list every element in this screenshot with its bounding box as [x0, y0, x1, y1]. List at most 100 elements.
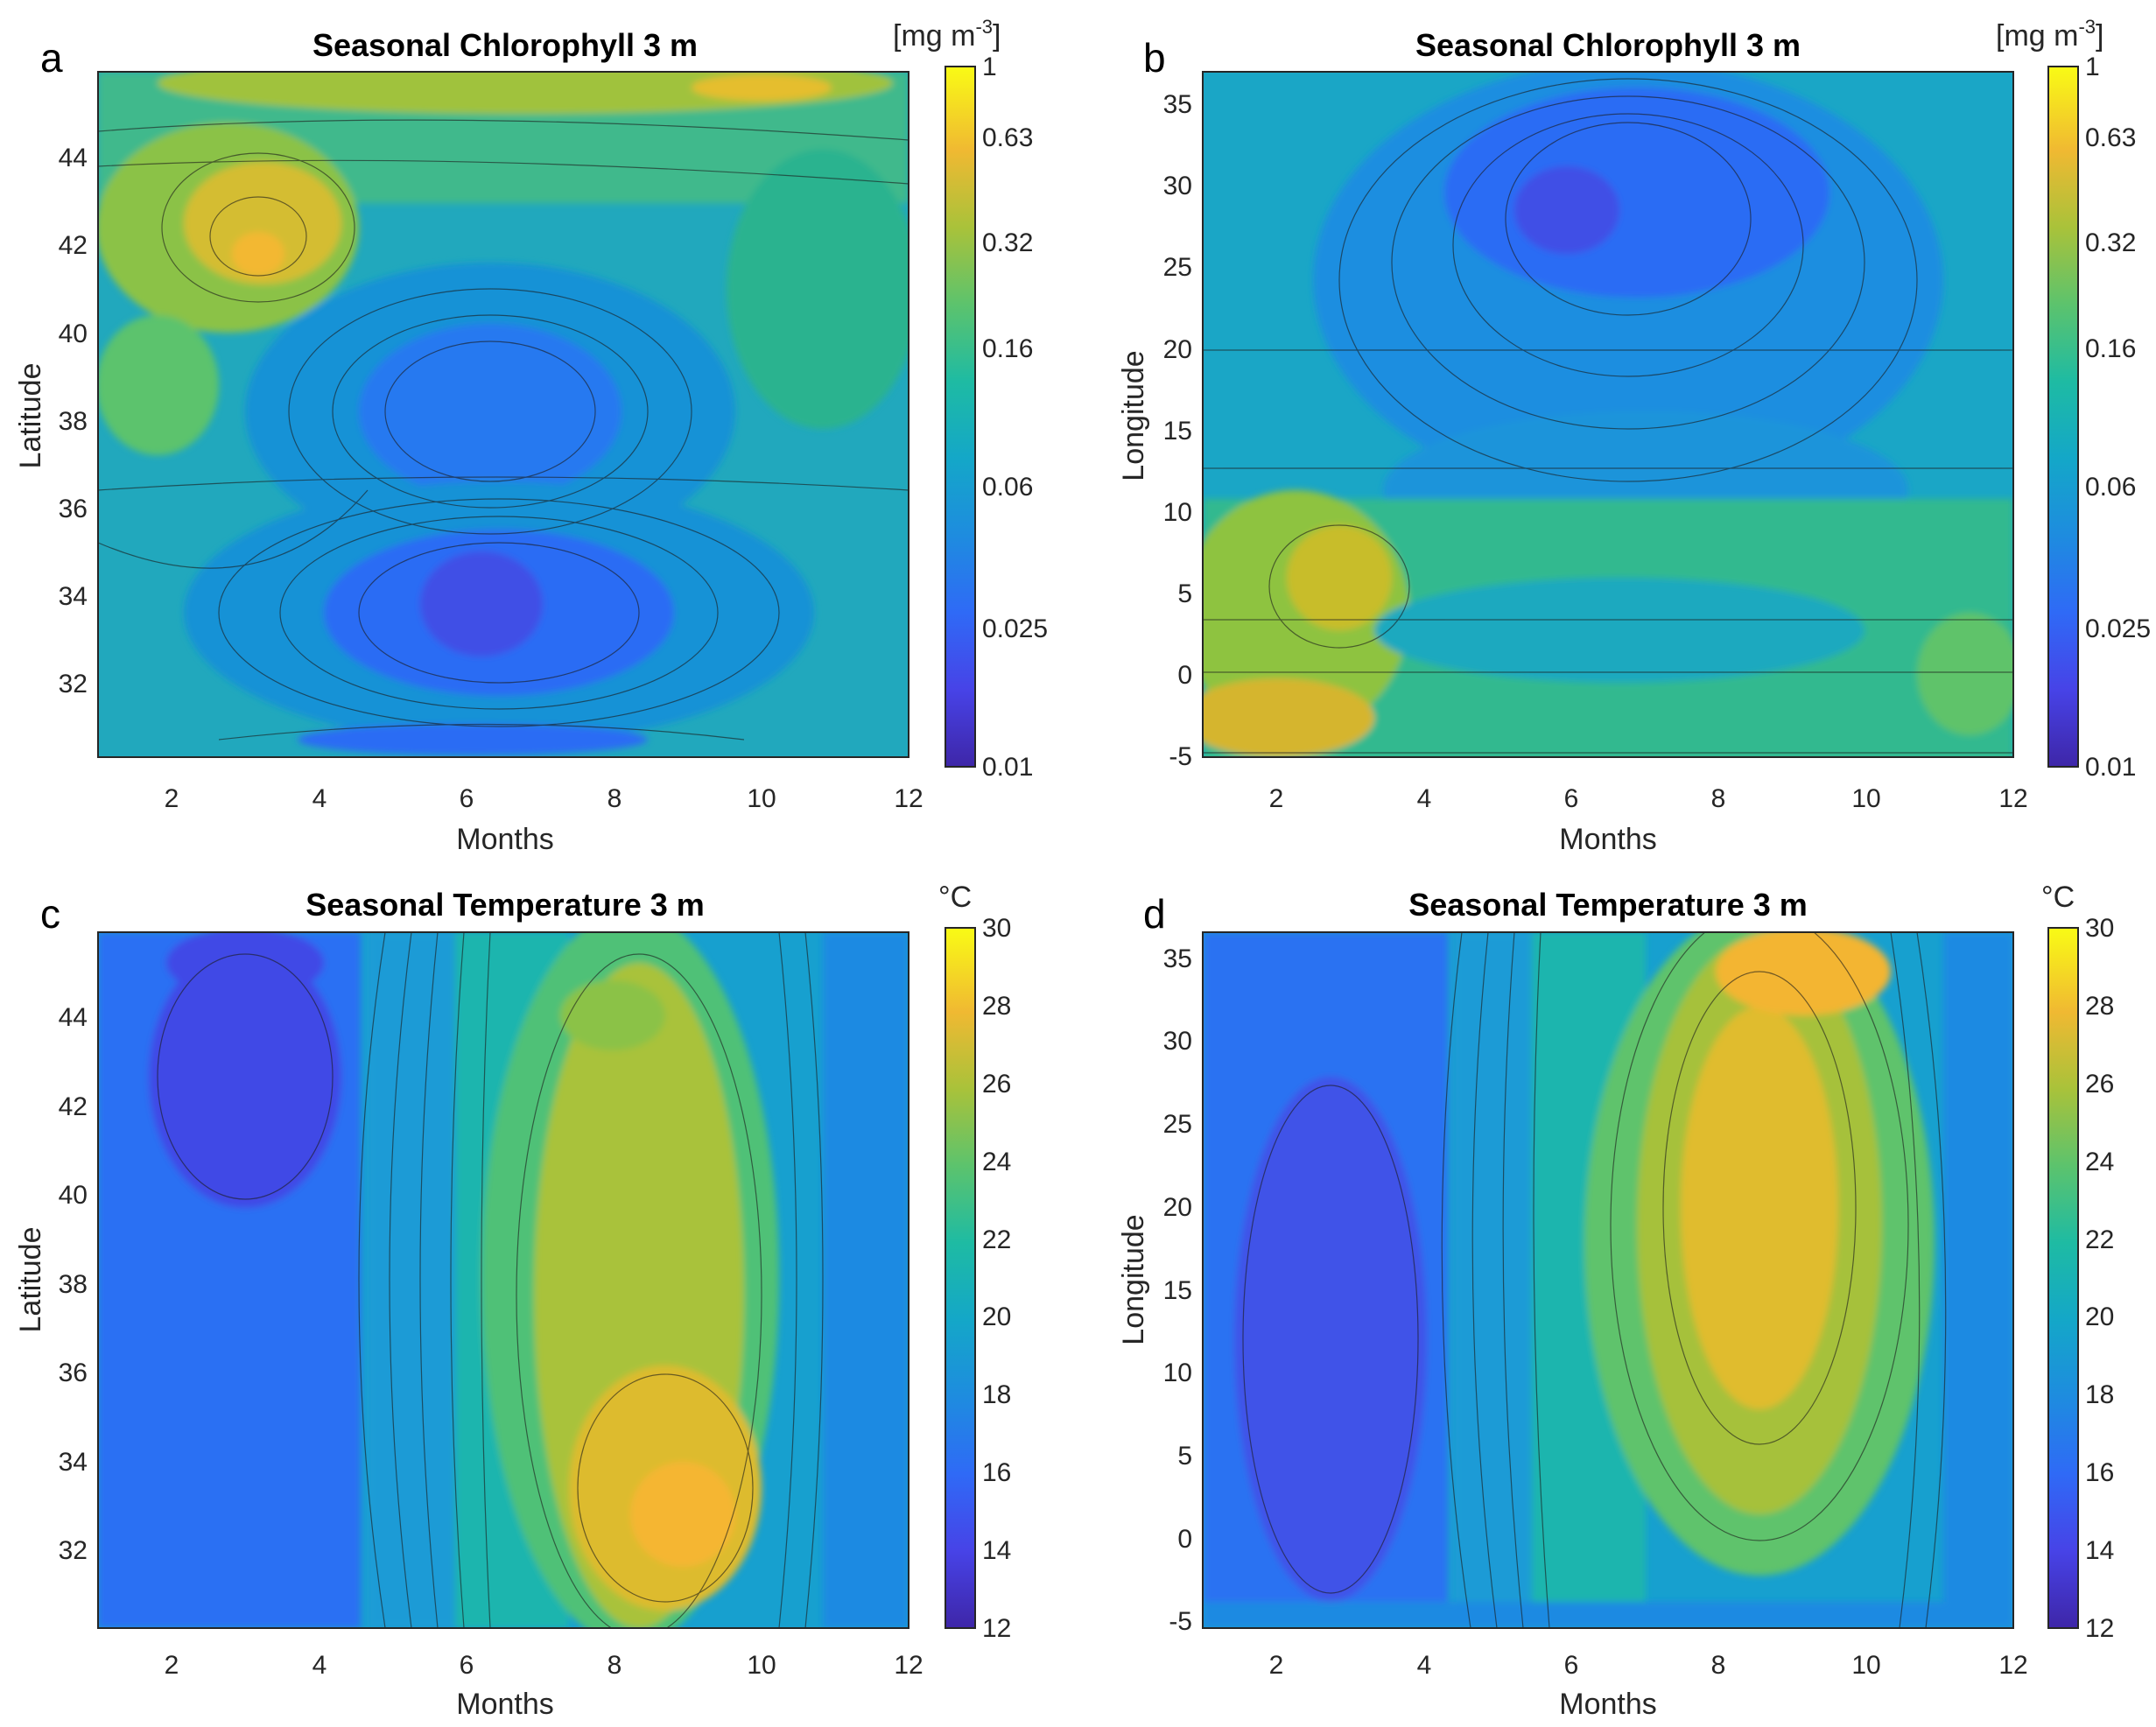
x-tick-b-2: 2 — [1269, 784, 1284, 813]
heatmap-c — [98, 932, 909, 1628]
panel-letter-c: c — [40, 891, 60, 937]
x-tick-a-6: 6 — [460, 784, 474, 813]
panel-letter-a: a — [40, 35, 63, 81]
heatmap-b-min — [1514, 166, 1619, 254]
y-axis-label-d: Longitude — [1117, 1214, 1150, 1344]
x-tick-c-2: 2 — [165, 1651, 179, 1680]
y-tick-b-m5: -5 — [1169, 742, 1192, 771]
cb-tick-b-001: 0.01 — [2085, 753, 2136, 782]
cb-tick-c-14: 14 — [982, 1536, 1011, 1565]
cb-tick-b-0025: 0.025 — [2085, 614, 2151, 643]
y-tick-c-34: 34 — [59, 1448, 88, 1477]
panel-d: d Seasonal Temperature 3 m — [1117, 881, 2114, 1721]
x-axis-label-a: Months — [456, 823, 554, 856]
heatmap-b-bloom-south — [1203, 678, 1374, 757]
cb-tick-c-26: 26 — [982, 1070, 1011, 1099]
cb-tick-a-001: 0.01 — [982, 753, 1033, 782]
colorbar-ticks-d: 30 28 26 24 22 20 18 16 14 12 — [2085, 914, 2114, 1643]
y-tick-c-42: 42 — [59, 1092, 88, 1121]
heatmap-d-max — [1716, 932, 1891, 1015]
x-ticks-d: 2 4 6 8 10 12 — [1269, 1651, 2028, 1680]
x-tick-a-4: 4 — [313, 784, 327, 813]
cb-tick-b-032: 0.32 — [2085, 228, 2136, 257]
x-tick-d-4: 4 — [1417, 1651, 1432, 1680]
cb-tick-d-20: 20 — [2085, 1302, 2114, 1331]
cb-tick-d-22: 22 — [2085, 1225, 2114, 1254]
contours-c — [157, 932, 824, 1628]
cb-tick-b-016: 0.16 — [2085, 334, 2136, 363]
colorbar-unit-c: °C — [938, 881, 972, 914]
heatmap-c-north-summer — [560, 980, 665, 1050]
colorbar-ticks-a: 1 0.63 0.32 0.16 0.06 0.025 0.01 — [982, 53, 1048, 782]
cb-tick-c-30: 30 — [982, 914, 1011, 943]
cb-tick-a-032: 0.32 — [982, 228, 1033, 257]
heatmap-a-low-north-core — [359, 324, 622, 499]
y-tick-b-0: 0 — [1177, 661, 1192, 690]
y-axis-label-b: Longitude — [1117, 350, 1150, 481]
y-tick-d-25: 25 — [1163, 1110, 1192, 1139]
heatmap-a-west-green — [98, 315, 219, 455]
x-tick-d-12: 12 — [1998, 1651, 2027, 1680]
heatmap-c-late-winter — [823, 932, 909, 1628]
y-tick-a-40: 40 — [59, 319, 88, 348]
y-tick-d-m5: -5 — [1169, 1607, 1192, 1636]
y-tick-d-35: 35 — [1163, 944, 1192, 973]
y-tick-d-0: 0 — [1177, 1525, 1192, 1554]
cb-tick-b-1: 1 — [2085, 53, 2100, 81]
y-tick-a-42: 42 — [59, 231, 88, 260]
panel-b: b Seasonal Chlorophyll 3 m — [1117, 16, 2151, 856]
heatmap-a-east-green — [727, 149, 909, 429]
panel-title-a: Seasonal Chlorophyll 3 m — [313, 27, 698, 63]
heatmap-b-low-core — [1444, 88, 1829, 298]
cb-tick-c-12: 12 — [982, 1614, 1011, 1643]
heatmap-a-min — [420, 551, 543, 656]
colorbar-ticks-b: 1 0.63 0.32 0.16 0.06 0.025 0.01 — [2085, 53, 2151, 782]
x-tick-c-8: 8 — [607, 1651, 622, 1680]
x-tick-a-10: 10 — [747, 784, 776, 813]
colorbar-unit-a: [mg m-3] — [893, 16, 1001, 53]
heatmap-b — [1203, 72, 2013, 757]
x-axis-label-b: Months — [1559, 823, 1657, 856]
heatmap-c-max — [630, 1462, 735, 1567]
heatmap-a-south-band — [298, 724, 648, 755]
cb-tick-c-18: 18 — [982, 1380, 1011, 1409]
y-tick-b-20: 20 — [1163, 335, 1192, 364]
y-ticks-c: 32 34 36 38 40 42 44 — [59, 1003, 88, 1565]
cb-tick-b-063: 0.63 — [2085, 123, 2136, 152]
y-tick-b-30: 30 — [1163, 172, 1192, 200]
y-tick-c-32: 32 — [59, 1536, 88, 1565]
heatmap-a-north-peak — [692, 74, 832, 101]
heatmap-a-bloom-core — [232, 232, 284, 276]
y-tick-a-36: 36 — [59, 495, 88, 523]
heatmap-b-south-mid — [1374, 578, 1865, 683]
colorbar-unit-d: °C — [2041, 881, 2075, 914]
y-tick-b-15: 15 — [1163, 417, 1192, 446]
panel-a: a Seasonal Chlorophyll 3 m — [14, 16, 1048, 856]
y-tick-d-15: 15 — [1163, 1276, 1192, 1305]
cb-tick-c-16: 16 — [982, 1458, 1011, 1487]
y-tick-d-5: 5 — [1177, 1442, 1192, 1471]
cb-tick-c-20: 20 — [982, 1302, 1011, 1331]
y-tick-d-30: 30 — [1163, 1027, 1192, 1056]
y-tick-a-44: 44 — [59, 144, 88, 172]
heatmap-a — [98, 72, 909, 757]
panel-letter-b: b — [1143, 35, 1166, 81]
heatmap-c-cold-core — [149, 945, 341, 1208]
colorbar-unit-b: [mg m-3] — [1996, 16, 2103, 53]
x-tick-a-12: 12 — [894, 784, 923, 813]
x-ticks-b: 2 4 6 8 10 12 — [1269, 784, 2028, 813]
y-ticks-a: 32 34 36 38 40 42 44 — [59, 144, 88, 699]
colorbar-c — [945, 927, 976, 1629]
heatmap-b-se-green — [1917, 613, 2013, 735]
panel-title-d: Seasonal Temperature 3 m — [1408, 887, 1808, 923]
x-tick-d-6: 6 — [1564, 1651, 1579, 1680]
cb-tick-a-0025: 0.025 — [982, 614, 1048, 643]
cb-tick-d-16: 16 — [2085, 1458, 2114, 1487]
x-tick-d-10: 10 — [1851, 1651, 1880, 1680]
x-tick-c-4: 4 — [313, 1651, 327, 1680]
y-ticks-b: -5 0 5 10 15 20 25 30 35 — [1163, 90, 1192, 771]
y-axis-label-c: Latitude — [14, 1227, 47, 1333]
panel-letter-d: d — [1143, 891, 1166, 937]
x-tick-b-6: 6 — [1564, 784, 1579, 813]
